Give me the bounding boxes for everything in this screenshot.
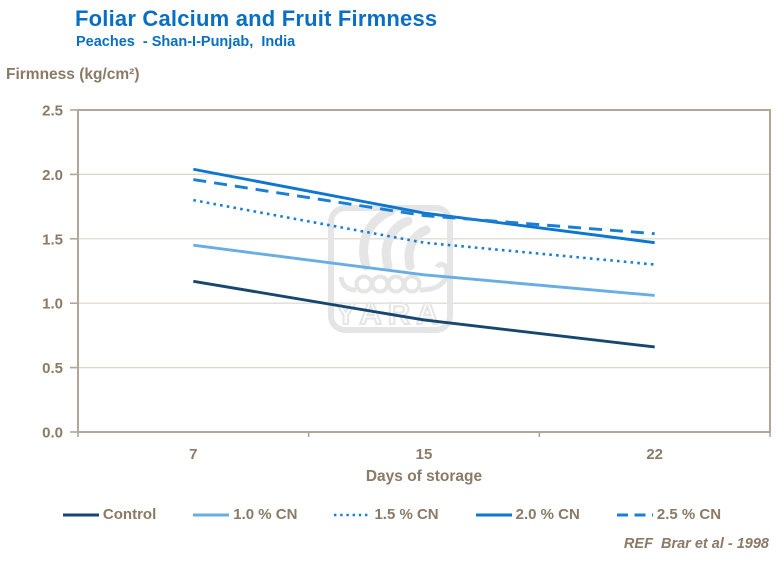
legend-label: 1.5 % CN [374,506,439,523]
x-tick-label: 22 [646,446,663,463]
legend-swatch-solid-line [62,513,99,516]
chart-subtitle: Peaches - Shan-I-Punjab, India [76,34,296,50]
legend-swatch-solid-line [193,513,230,516]
series-line-2-5-cn [193,178,655,236]
y-tick-label: 1.0 [42,296,63,313]
ship-hull-icon [338,261,450,294]
legend-item-1-0-cn: 1.0 % CN [192,506,297,523]
x-tick-label: 7 [189,446,197,463]
y-tick-label: 1.5 [42,231,63,248]
y-tick-label: 2.5 [42,103,63,120]
x-axis-title: Days of storage [365,468,483,485]
legend-label: 2.5 % CN [656,506,722,523]
axis-ticks [70,109,771,437]
legend-swatch-dashed-line [616,513,653,516]
y-axis-tick-labels: 0.0 0.5 1.0 1.5 2.0 2.5 [42,103,63,442]
plot-border [77,109,771,433]
reference-text: REF Brar et al - 1998 [623,536,769,552]
plot-frame [77,109,771,433]
series-line-control [193,279,655,349]
legend-swatch-dotted-line [334,513,371,516]
y-tick-label: 0.0 [42,425,63,442]
gridlines [78,173,770,369]
y-tick-label: 2.0 [42,167,63,184]
legend: Control 1.0 % CN 1.5 % CN 2.0 % CN 2.5 % CN [0,506,783,523]
watermark-text: YARA [336,296,445,331]
legend-label: 2.0 % CN [515,506,580,523]
legend-item-2-5-cn: 2.5 % CN [616,506,721,523]
legend-item-control: Control [62,506,156,523]
series-lines [193,167,655,349]
chart-title: Foliar Calcium and Fruit Firmness [75,6,438,31]
legend-label: 1.0 % CN [233,506,298,523]
y-axis-title: Firmness (kg/cm²) [6,66,140,83]
legend-swatch-solid-line [475,513,512,516]
series-line-2-0-cn [193,167,655,245]
legend-label: Control [102,506,157,523]
x-axis-tick-labels: 7 15 22 [189,446,663,463]
series-line-1-0-cn [193,243,655,297]
legend-item-2-0-cn: 2.0 % CN [475,506,580,523]
y-tick-label: 0.5 [42,360,63,377]
series-line-1-5-cn [193,198,655,266]
legend-item-1-5-cn: 1.5 % CN [333,506,439,523]
x-tick-label: 15 [416,446,433,463]
